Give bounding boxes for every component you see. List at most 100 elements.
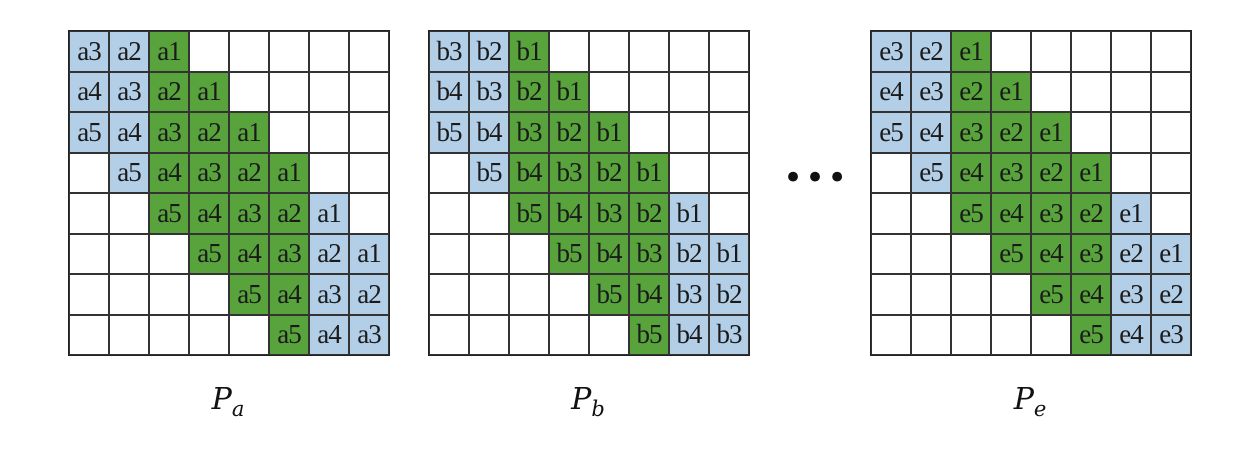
matrix-cell: b3 — [669, 274, 709, 315]
matrix-cell — [189, 314, 229, 355]
matrix-cell — [991, 31, 1031, 72]
matrix-cell: e2 — [1111, 233, 1151, 274]
matrix-cell — [1031, 31, 1071, 72]
matrix-cell: e2 — [951, 71, 991, 112]
matrix-cell: b3 — [469, 71, 509, 112]
matrix-cell: a3 — [109, 71, 149, 112]
matrix-cell — [1111, 31, 1151, 72]
matrix-cell: a3 — [189, 152, 229, 193]
matrix-cell — [549, 314, 589, 355]
matrix-cell: e3 — [1111, 274, 1151, 315]
matrix-cell: e4 — [911, 112, 951, 153]
matrix-cell: a1 — [269, 152, 309, 193]
matrix-cell: a3 — [309, 274, 349, 315]
matrix-cell: e2 — [911, 31, 951, 72]
matrix-cell — [1071, 71, 1111, 112]
matrix-cell — [871, 152, 911, 193]
caption-pe: Pe — [970, 382, 1090, 421]
matrix-cell: e4 — [991, 193, 1031, 234]
matrix-cell: a1 — [189, 71, 229, 112]
matrix-cell: b4 — [629, 274, 669, 315]
matrix-cell: b4 — [509, 152, 549, 193]
matrix-cell: a3 — [69, 31, 109, 72]
matrix-cell — [469, 274, 509, 315]
matrix-cell: b5 — [469, 152, 509, 193]
matrix-cell: b2 — [589, 152, 629, 193]
matrix-cell: e5 — [951, 193, 991, 234]
matrix-cell: a2 — [109, 31, 149, 72]
matrix-cell: e2 — [991, 112, 1031, 153]
matrix-cell: e3 — [1071, 233, 1111, 274]
matrix-cell — [911, 233, 951, 274]
caption-pb-base: P — [571, 382, 592, 417]
matrix-cell: e4 — [1031, 233, 1071, 274]
matrix-cell: a4 — [149, 152, 189, 193]
matrix-cell — [469, 193, 509, 234]
matrix-cell — [1151, 112, 1191, 153]
matrix-cell — [911, 193, 951, 234]
matrix-cell: a1 — [309, 193, 349, 234]
matrix-cell — [1071, 112, 1111, 153]
matrix-cell — [189, 31, 229, 72]
matrix-cell — [69, 152, 109, 193]
matrix-cell — [1071, 31, 1111, 72]
matrix-cell — [309, 71, 349, 112]
matrix-cell — [709, 193, 749, 234]
matrix-pb: b3 b2 b1 b4 b3 b2 b1 b5 b4 b3 b2 b1 b5 b4 b3 b2 b1 b5 b4 b3… — [428, 30, 750, 356]
matrix-cell: b2 — [549, 112, 589, 153]
matrix-cell: e5 — [911, 152, 951, 193]
matrix-cell — [1111, 112, 1151, 153]
caption-pb: Pb — [528, 382, 648, 421]
matrix-cell — [1151, 31, 1191, 72]
matrix-cell — [509, 314, 549, 355]
matrix-cell — [429, 233, 469, 274]
matrix-cell — [589, 31, 629, 72]
matrix-cell — [709, 31, 749, 72]
matrix-cell: b1 — [549, 71, 589, 112]
matrix-cell: a3 — [229, 193, 269, 234]
matrix-cell — [1031, 314, 1071, 355]
matrix-cell — [109, 274, 149, 315]
matrix-cell: a2 — [309, 233, 349, 274]
matrix-cell — [229, 71, 269, 112]
matrix-cell — [629, 112, 669, 153]
matrix-cell — [669, 31, 709, 72]
matrix-pe: e3 e2 e1 e4 e3 e2 e1 e5 e4 e3 e2 e1 e5 e4 e3 e2 e1 e5 e4 e3… — [870, 30, 1192, 356]
matrix-cell — [951, 233, 991, 274]
matrix-cell — [509, 274, 549, 315]
matrix-cell: b3 — [709, 314, 749, 355]
matrix-cell — [349, 31, 389, 72]
matrix-cell: e3 — [951, 112, 991, 153]
matrix-cell: a2 — [229, 152, 269, 193]
matrix-cell: b2 — [629, 193, 669, 234]
matrix-cell — [109, 233, 149, 274]
matrix-cell — [309, 31, 349, 72]
caption-pe-base: P — [1013, 382, 1034, 417]
caption-pa: Pa — [168, 382, 288, 421]
matrix-cell: a3 — [269, 233, 309, 274]
matrix-cell — [629, 31, 669, 72]
matrix-cell — [69, 274, 109, 315]
matrix-cell: e2 — [1071, 193, 1111, 234]
matrix-cell: b5 — [629, 314, 669, 355]
matrix-cell — [149, 274, 189, 315]
matrix-cell — [669, 112, 709, 153]
matrix-cell: a2 — [269, 193, 309, 234]
matrix-cell — [549, 274, 589, 315]
matrix-cell — [349, 152, 389, 193]
matrix-cell — [309, 152, 349, 193]
matrix-cell: e4 — [1111, 314, 1151, 355]
matrix-cell — [69, 314, 109, 355]
matrix-cell: b3 — [429, 31, 469, 72]
matrix-cell — [429, 193, 469, 234]
matrix-cell: b4 — [469, 112, 509, 153]
matrix-cell: a4 — [229, 233, 269, 274]
matrix-cell — [709, 112, 749, 153]
matrix-cell: b2 — [509, 71, 549, 112]
matrix-cell — [1151, 193, 1191, 234]
matrix-cell: b4 — [429, 71, 469, 112]
matrix-cell: e4 — [951, 152, 991, 193]
matrix-cell: b3 — [589, 193, 629, 234]
matrix-cell — [991, 274, 1031, 315]
matrix-cell — [309, 112, 349, 153]
